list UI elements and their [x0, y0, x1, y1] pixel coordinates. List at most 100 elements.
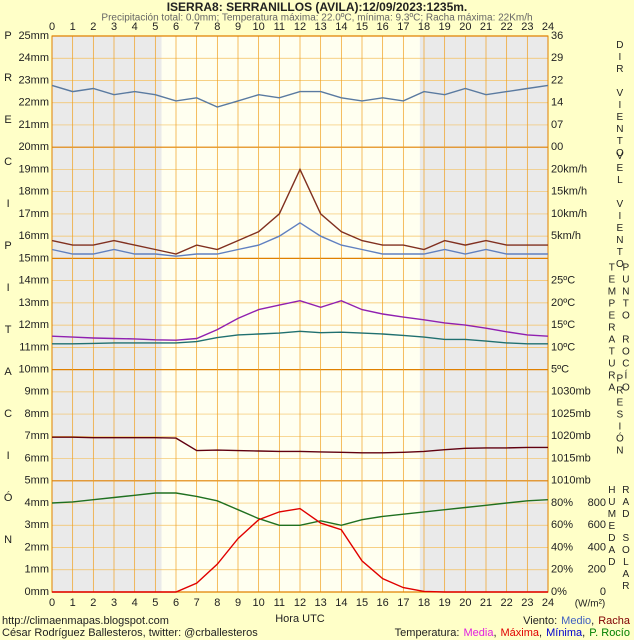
- y-tick-label: 7mm: [25, 430, 49, 442]
- x-tick-label: 17: [397, 597, 409, 609]
- y-tick-label: 0%: [551, 586, 567, 598]
- y-tick-label: 60%: [551, 519, 573, 531]
- y-tick-label: 5km/h: [551, 230, 581, 242]
- x-tick-label: 12: [294, 21, 306, 33]
- series-line: [52, 436, 548, 454]
- right-axis-title: PUNTO ROCÍO: [620, 262, 631, 394]
- series-line: [52, 330, 548, 345]
- y-tick-label: 5mm: [25, 475, 49, 487]
- x-tick-label: 23: [521, 21, 533, 33]
- y-tick-label: 20%: [551, 564, 573, 576]
- y2-tick-label: 400: [588, 541, 606, 553]
- x-tick-label: 22: [501, 597, 513, 609]
- y-tick-label: 1025mb: [551, 408, 591, 420]
- legend-item: Racha: [598, 615, 631, 627]
- y-tick-label: 15mm: [18, 252, 49, 264]
- x-tick-label: 3: [111, 21, 117, 33]
- right-axis-title: HUMEDAD: [606, 485, 617, 569]
- right-axis-title: RAD SOLAR: [620, 485, 631, 593]
- y-tick-label: 0mm: [25, 586, 49, 598]
- y-tick-label: 17mm: [18, 208, 49, 220]
- series-line: [51, 299, 549, 341]
- y2-unit: (W/m²): [575, 599, 606, 610]
- legend-label: Viento:: [523, 615, 557, 627]
- x-tick-label: 12: [294, 597, 306, 609]
- y-tick-label: 4mm: [25, 497, 49, 509]
- legend-item: Máxima: [501, 627, 540, 639]
- legend-separator: ,: [539, 627, 542, 639]
- footer-author: César Rodríguez Ballesteros, twitter: @c…: [2, 627, 258, 639]
- y-tick-label: 25ºC: [551, 275, 575, 287]
- x-tick-label: 0: [49, 21, 55, 33]
- y-tick-label: 25mm: [18, 30, 49, 42]
- x-tick-label: 10: [253, 21, 265, 33]
- x-tick-label: 8: [214, 21, 220, 33]
- x-tick-label: 0: [49, 597, 55, 609]
- x-tick-label: 13: [315, 597, 327, 609]
- legend-item: Mínima: [546, 627, 583, 639]
- y-tick-label: 22: [551, 74, 563, 86]
- x-tick-label: 14: [335, 597, 347, 609]
- x-tick-label: 16: [377, 597, 389, 609]
- x-tick-label: 6: [173, 21, 179, 33]
- legend-item: P. Rocío: [589, 627, 630, 639]
- x-tick-label: 15: [356, 21, 368, 33]
- y-tick-label: 20mm: [18, 141, 49, 153]
- y-tick-label: 1020mb: [551, 430, 591, 442]
- series-line: [51, 221, 548, 257]
- y-tick-label: 15ºC: [551, 319, 575, 331]
- y-tick-label: 12mm: [18, 319, 49, 331]
- x-tick-label: 14: [335, 21, 347, 33]
- y-tick-label: 23mm: [18, 74, 49, 86]
- legend-separator: ,: [493, 627, 496, 639]
- x-tick-label: 11: [274, 597, 285, 609]
- chart-title: ISERRA8: SERRANILLOS (AVILA):12/09/2023:…: [167, 0, 468, 14]
- x-axis-title: Hora UTC: [275, 613, 325, 625]
- x-tick-label: 3: [111, 597, 117, 609]
- x-tick-label: 9: [235, 597, 241, 609]
- y-tick-label: 00: [551, 141, 563, 153]
- night-shade: [419, 36, 548, 592]
- y-tick-label: 19mm: [18, 163, 49, 175]
- series-line: [51, 492, 549, 527]
- y2-tick-label: 600: [588, 519, 606, 531]
- y-tick-label: 21mm: [18, 119, 49, 131]
- y-tick-label: 10mm: [18, 364, 49, 376]
- right-axis-title: TEMPERATURA: [606, 262, 617, 394]
- legend-label: Temperatura:: [395, 627, 460, 639]
- y-tick-label: 80%: [551, 497, 573, 509]
- legend-separator: ,: [591, 615, 594, 627]
- x-tick-label: 16: [377, 21, 389, 33]
- x-tick-label: 15: [356, 597, 368, 609]
- x-tick-label: 20: [459, 21, 471, 33]
- x-tick-label: 24: [542, 597, 554, 609]
- footer-url: http://climaenmapas.blogspot.com: [2, 615, 169, 627]
- series-line: [51, 84, 549, 108]
- x-tick-label: 5: [152, 597, 158, 609]
- y2-tick-label: 800: [588, 497, 606, 509]
- y-tick-label: 24mm: [18, 52, 49, 64]
- legend-item: Medio: [561, 615, 591, 627]
- y-tick-label: 1mm: [25, 564, 49, 576]
- x-tick-label: 21: [480, 21, 492, 33]
- legend-separator: ,: [582, 627, 585, 639]
- x-tick-label: 8: [214, 597, 220, 609]
- x-tick-label: 10: [253, 597, 265, 609]
- y-tick-label: 1010mb: [551, 475, 591, 487]
- x-tick-label: 19: [439, 21, 451, 33]
- y-tick-label: 15km/h: [551, 186, 587, 198]
- y-tick-label: 36: [551, 30, 563, 42]
- x-tick-label: 4: [132, 21, 138, 33]
- y-tick-label: 8mm: [25, 408, 49, 420]
- y-tick-label: 14: [551, 97, 563, 109]
- y-tick-label: 9mm: [25, 386, 49, 398]
- x-tick-label: 7: [194, 21, 200, 33]
- y2-tick-label: 0: [600, 586, 606, 598]
- left-axis-title: PRECIPITACIÓN: [2, 30, 14, 576]
- legend-item: Media: [463, 627, 494, 639]
- legend: Viento: Medio, Racha: [523, 615, 631, 627]
- y-tick-label: 6mm: [25, 452, 49, 464]
- right-axis-title: DIR VIENTO: [614, 40, 625, 160]
- x-tick-label: 9: [235, 21, 241, 33]
